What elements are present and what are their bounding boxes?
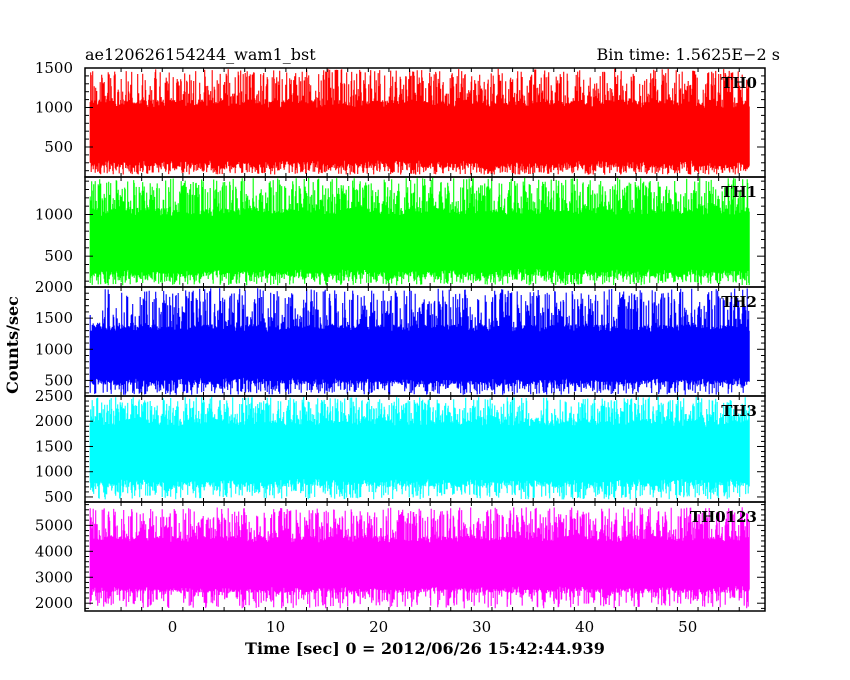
y-tick-label: 500 bbox=[44, 247, 73, 265]
series-th1 bbox=[89, 177, 750, 286]
y-tick-label: 1500 bbox=[35, 59, 73, 77]
panel-label-th0: TH0 bbox=[721, 74, 757, 92]
panels-group: 50010001500TH05001000TH1500100015002000T… bbox=[35, 59, 766, 636]
panel-th1: 500 1000 TH1 bbox=[35, 176, 766, 288]
y-axis-label: Counts/sec bbox=[3, 296, 22, 394]
x-tick-label: 40 bbox=[575, 618, 594, 636]
y-tick-label: 2000 bbox=[35, 278, 73, 296]
series-th0123 bbox=[89, 507, 750, 609]
panel-label-th1: TH1 bbox=[721, 183, 757, 201]
y-tick-label: 3000 bbox=[35, 568, 73, 586]
series-th3 bbox=[89, 397, 750, 500]
y-tick-label: 5000 bbox=[35, 516, 73, 534]
panel-th2: 500 1000 1500 2000 TH2 bbox=[35, 278, 766, 397]
y-tick-label: 1500 bbox=[35, 309, 73, 327]
y-tick-label: 500 bbox=[44, 371, 73, 389]
y-tick-label: 500 bbox=[44, 138, 73, 156]
y-tick-label: 2000 bbox=[35, 412, 73, 430]
y-tick-label: 2000 bbox=[35, 594, 73, 612]
y-tick-label: 4000 bbox=[35, 542, 73, 560]
y-tick-label: 2500 bbox=[35, 387, 73, 405]
panel-label-th2: TH2 bbox=[721, 293, 757, 311]
x-tick-label: 20 bbox=[369, 618, 388, 636]
panel-label-th0123: TH0123 bbox=[690, 508, 757, 526]
x-tick-label: 0 bbox=[168, 618, 178, 636]
y-tick-label: 1500 bbox=[35, 437, 73, 455]
panel-th0: 500 1000 1500 TH0 bbox=[35, 59, 766, 178]
chart-title: ae120626154244_wam1_bst bbox=[85, 45, 316, 64]
x-tick-label: 50 bbox=[678, 618, 697, 636]
x-axis-label: Time [sec] 0 = 2012/06/26 15:42:44.939 bbox=[245, 639, 605, 658]
panel-th0123: 2000 3000 4000 5000 TH0123 bbox=[35, 501, 766, 612]
x-tick-label: 30 bbox=[472, 618, 491, 636]
y-tick-label: 1000 bbox=[35, 206, 73, 224]
y-tick-label: 1000 bbox=[35, 463, 73, 481]
y-tick-label: 1000 bbox=[35, 340, 73, 358]
x-tick-label: 10 bbox=[266, 618, 285, 636]
panel-label-th3: TH3 bbox=[721, 402, 757, 420]
y-tick-label: 1000 bbox=[35, 98, 73, 116]
series-th0 bbox=[89, 68, 750, 175]
series-th2 bbox=[89, 288, 750, 395]
panel-th3: 500 1000 1500 2000 2500 TH3 bbox=[35, 387, 766, 506]
bin-time-label: Bin time: 1.5625E−2 s bbox=[597, 45, 780, 64]
y-tick-label: 500 bbox=[44, 488, 73, 506]
